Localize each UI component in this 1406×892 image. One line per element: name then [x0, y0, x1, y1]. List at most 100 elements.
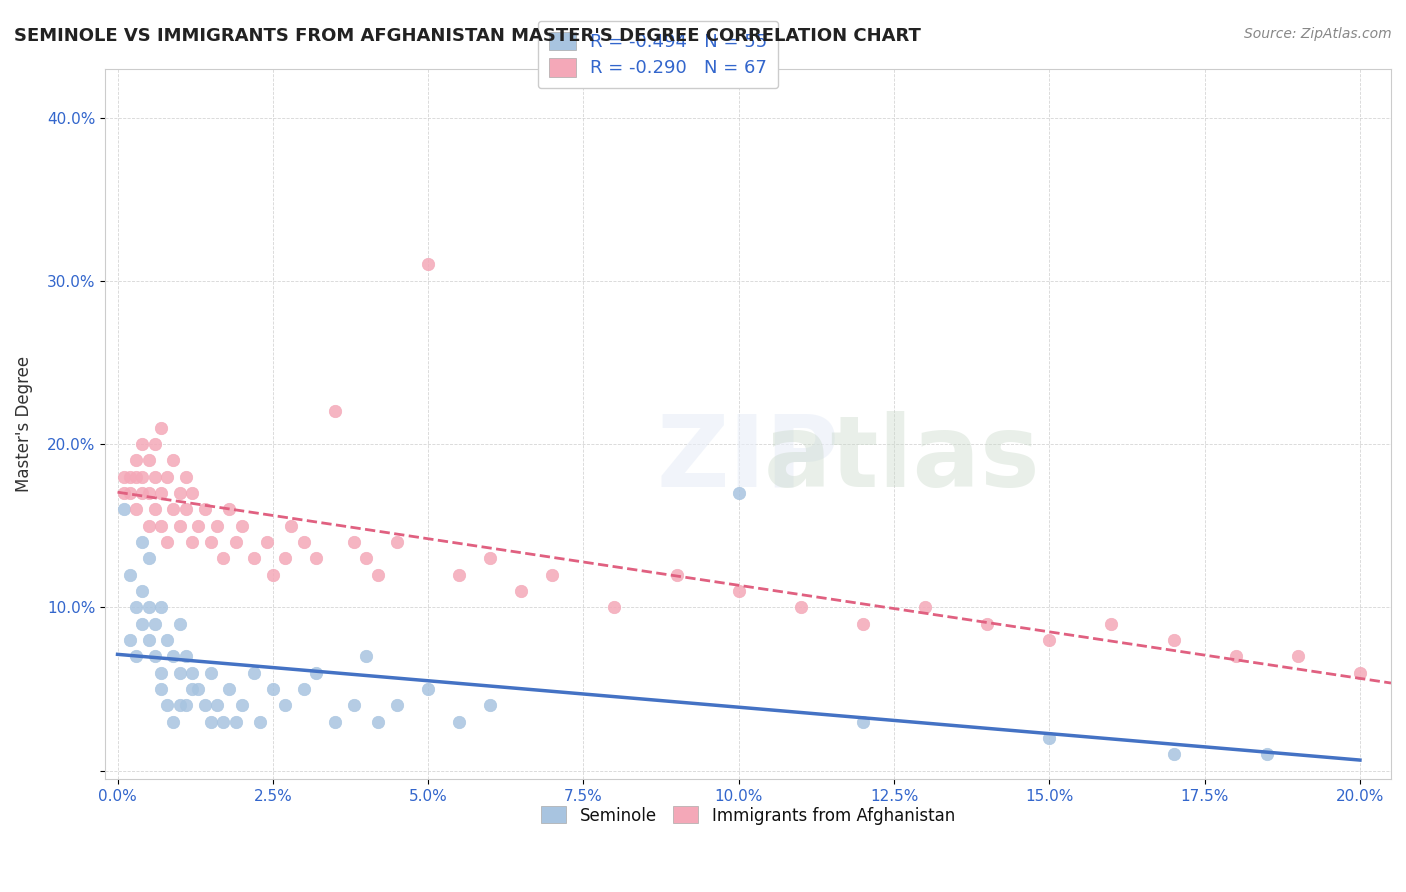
- Legend: Seminole, Immigrants from Afghanistan: Seminole, Immigrants from Afghanistan: [531, 797, 965, 835]
- Point: [323, 404, 346, 418]
- Point: [231, 698, 253, 713]
- Point: [914, 600, 936, 615]
- Point: [150, 421, 173, 435]
- Point: [1256, 747, 1278, 762]
- Point: [1163, 747, 1185, 762]
- Point: [181, 682, 204, 697]
- Point: [162, 714, 184, 729]
- Point: [112, 470, 135, 484]
- Point: [367, 714, 389, 729]
- Point: [138, 486, 160, 500]
- Point: [225, 535, 247, 549]
- Point: [292, 535, 315, 549]
- Point: [727, 584, 749, 599]
- Point: [256, 535, 278, 549]
- Point: [976, 616, 998, 631]
- Text: SEMINOLE VS IMMIGRANTS FROM AFGHANISTAN MASTER'S DEGREE CORRELATION CHART: SEMINOLE VS IMMIGRANTS FROM AFGHANISTAN …: [14, 27, 921, 45]
- Point: [354, 649, 377, 664]
- Point: [143, 616, 166, 631]
- Point: [274, 698, 297, 713]
- Point: [243, 665, 266, 680]
- Point: [131, 535, 153, 549]
- Point: [138, 633, 160, 648]
- Point: [727, 486, 749, 500]
- Point: [156, 698, 179, 713]
- Point: [1101, 616, 1123, 631]
- Point: [112, 486, 135, 500]
- Point: [541, 567, 564, 582]
- Point: [1038, 633, 1060, 648]
- Point: [143, 649, 166, 664]
- Point: [193, 698, 215, 713]
- Point: [162, 502, 184, 516]
- Point: [305, 665, 328, 680]
- Point: [418, 258, 440, 272]
- Point: [156, 470, 179, 484]
- Point: [162, 453, 184, 467]
- Point: [156, 633, 179, 648]
- Point: [169, 486, 191, 500]
- Point: [342, 535, 364, 549]
- Point: [125, 453, 148, 467]
- Text: ZIP: ZIP: [657, 410, 839, 508]
- Point: [138, 600, 160, 615]
- Point: [131, 584, 153, 599]
- Point: [138, 518, 160, 533]
- Point: [125, 649, 148, 664]
- Point: [174, 502, 197, 516]
- Point: [418, 682, 440, 697]
- Point: [193, 502, 215, 516]
- Point: [150, 665, 173, 680]
- Point: [218, 682, 240, 697]
- Point: [131, 470, 153, 484]
- Point: [125, 502, 148, 516]
- Point: [218, 502, 240, 516]
- Point: [385, 698, 408, 713]
- Point: [205, 518, 228, 533]
- Point: [212, 551, 235, 566]
- Point: [665, 567, 688, 582]
- Point: [305, 551, 328, 566]
- Point: [274, 551, 297, 566]
- Point: [790, 600, 813, 615]
- Point: [1163, 633, 1185, 648]
- Point: [1225, 649, 1247, 664]
- Point: [118, 567, 141, 582]
- Y-axis label: Master's Degree: Master's Degree: [15, 356, 32, 491]
- Point: [112, 502, 135, 516]
- Point: [262, 567, 284, 582]
- Point: [200, 535, 222, 549]
- Point: [118, 470, 141, 484]
- Point: [169, 665, 191, 680]
- Point: [342, 698, 364, 713]
- Point: [143, 437, 166, 451]
- Point: [1038, 731, 1060, 745]
- Point: [118, 486, 141, 500]
- Point: [292, 682, 315, 697]
- Point: [125, 600, 148, 615]
- Point: [138, 453, 160, 467]
- Point: [449, 714, 471, 729]
- Point: [367, 567, 389, 582]
- Point: [323, 714, 346, 729]
- Point: [187, 518, 209, 533]
- Point: [479, 551, 502, 566]
- Point: [156, 535, 179, 549]
- Point: [212, 714, 235, 729]
- Point: [479, 698, 502, 713]
- Point: [150, 600, 173, 615]
- Point: [510, 584, 533, 599]
- Point: [150, 518, 173, 533]
- Point: [143, 470, 166, 484]
- Point: [249, 714, 271, 729]
- Point: [231, 518, 253, 533]
- Point: [181, 535, 204, 549]
- Point: [150, 486, 173, 500]
- Point: [385, 535, 408, 549]
- Point: [205, 698, 228, 713]
- Point: [150, 682, 173, 697]
- Point: [1348, 665, 1371, 680]
- Point: [125, 470, 148, 484]
- Point: [174, 470, 197, 484]
- Point: [603, 600, 626, 615]
